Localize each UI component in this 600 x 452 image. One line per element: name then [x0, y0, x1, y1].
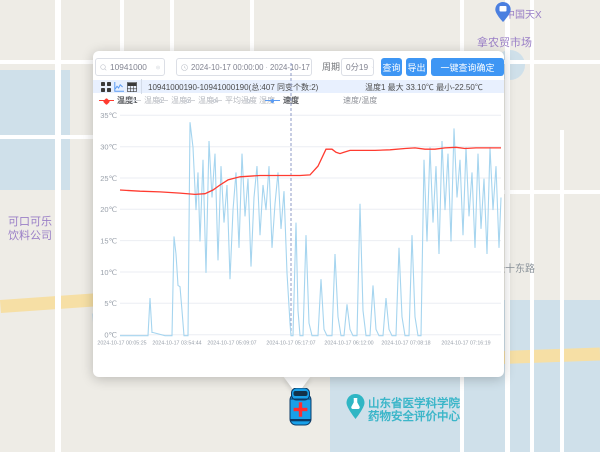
svg-text:0℃: 0℃	[104, 331, 117, 340]
svg-text:2024-10-17 07:16:19: 2024-10-17 07:16:19	[441, 341, 490, 347]
svg-text:15℃: 15℃	[100, 236, 117, 245]
svg-text:2024-10-17 03:54:44: 2024-10-17 03:54:44	[152, 341, 201, 347]
svg-text:10℃: 10℃	[100, 268, 117, 277]
svg-text:30℃: 30℃	[100, 143, 117, 152]
svg-text:2024-10-17 05:09:07: 2024-10-17 05:09:07	[207, 341, 256, 347]
svg-text:2024-10-17 00:05:25: 2024-10-17 00:05:25	[97, 341, 146, 347]
svg-text:20℃: 20℃	[100, 205, 117, 214]
svg-text:2024-10-17 05:17:07: 2024-10-17 05:17:07	[266, 341, 315, 347]
svg-text:35℃: 35℃	[100, 111, 117, 120]
svg-text:2024-10-17 06:12:00: 2024-10-17 06:12:00	[324, 341, 373, 347]
svg-text:25℃: 25℃	[100, 174, 117, 183]
svg-text:5℃: 5℃	[104, 299, 117, 308]
svg-text:2024-10-17 07:08:18: 2024-10-17 07:08:18	[381, 341, 430, 347]
